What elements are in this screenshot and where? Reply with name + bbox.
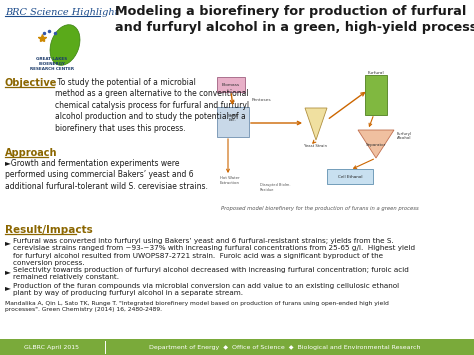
Text: Pentoses: Pentoses: [252, 98, 272, 102]
FancyBboxPatch shape: [217, 77, 245, 92]
Text: Approach: Approach: [5, 148, 57, 158]
Text: Separator: Separator: [366, 143, 386, 147]
Text: Disrupted Biolm.
Residue: Disrupted Biolm. Residue: [260, 183, 291, 192]
Text: Furfural was converted into furfuryl using Bakers’ yeast and 6 furfural-resistan: Furfural was converted into furfuryl usi…: [13, 238, 415, 266]
Text: ►: ►: [5, 238, 11, 247]
Text: Department of Energy  ◆  Office of Science  ◆  Biological and Environmental Rese: Department of Energy ◆ Office of Science…: [149, 344, 421, 350]
Text: Proposed model biorefinery for the production of furans in a green process: Proposed model biorefinery for the produ…: [221, 206, 419, 211]
Text: Cell Ethanol: Cell Ethanol: [338, 175, 362, 179]
Text: SHPS
Etc.: SHPS Etc.: [228, 114, 238, 122]
Text: BRC Science Highlight: BRC Science Highlight: [5, 8, 118, 17]
Text: Yeast Strain: Yeast Strain: [304, 144, 328, 148]
Text: Selectivity towards production of furfuryl alcohol decreased with increasing fur: Selectivity towards production of furfur…: [13, 267, 409, 280]
Text: Biomass: Biomass: [222, 82, 240, 87]
Text: Mandalika A, Qin L, Sato TK, Runge T. "Integrated biorefinery model based on pro: Mandalika A, Qin L, Sato TK, Runge T. "I…: [5, 301, 389, 312]
Text: Production of the furan compounds via microbial conversion can add value to an e: Production of the furan compounds via mi…: [13, 283, 399, 296]
FancyBboxPatch shape: [0, 339, 474, 355]
Text: Furfural: Furfural: [368, 71, 384, 75]
Text: GLBRC April 2015: GLBRC April 2015: [25, 344, 80, 350]
Text: Hot Water
Extraction: Hot Water Extraction: [220, 176, 240, 185]
Text: Modeling a biorefinery for production of furfural
and furfuryl alcohol in a gree: Modeling a biorefinery for production of…: [115, 5, 474, 34]
Text: To study the potential of a microbial
method as a green alternative to the conve: To study the potential of a microbial me…: [55, 78, 249, 133]
Polygon shape: [358, 130, 394, 158]
Text: GREAT LAKES
BIOENERGY
RESEARCH CENTER: GREAT LAKES BIOENERGY RESEARCH CENTER: [30, 57, 74, 71]
FancyBboxPatch shape: [327, 169, 373, 184]
Text: ►: ►: [5, 267, 11, 276]
Text: Objective: Objective: [5, 78, 57, 88]
Text: ►: ►: [5, 283, 11, 292]
FancyBboxPatch shape: [217, 107, 249, 137]
Ellipse shape: [50, 25, 80, 65]
Text: Result/Impacts: Result/Impacts: [5, 225, 93, 235]
Polygon shape: [305, 108, 327, 140]
Text: Furfuryl
Alcohol: Furfuryl Alcohol: [397, 132, 412, 140]
FancyBboxPatch shape: [365, 75, 387, 115]
Text: ►Growth and fermentation experiments were
performed using commercial Bakers’ yea: ►Growth and fermentation experiments wer…: [5, 159, 208, 191]
